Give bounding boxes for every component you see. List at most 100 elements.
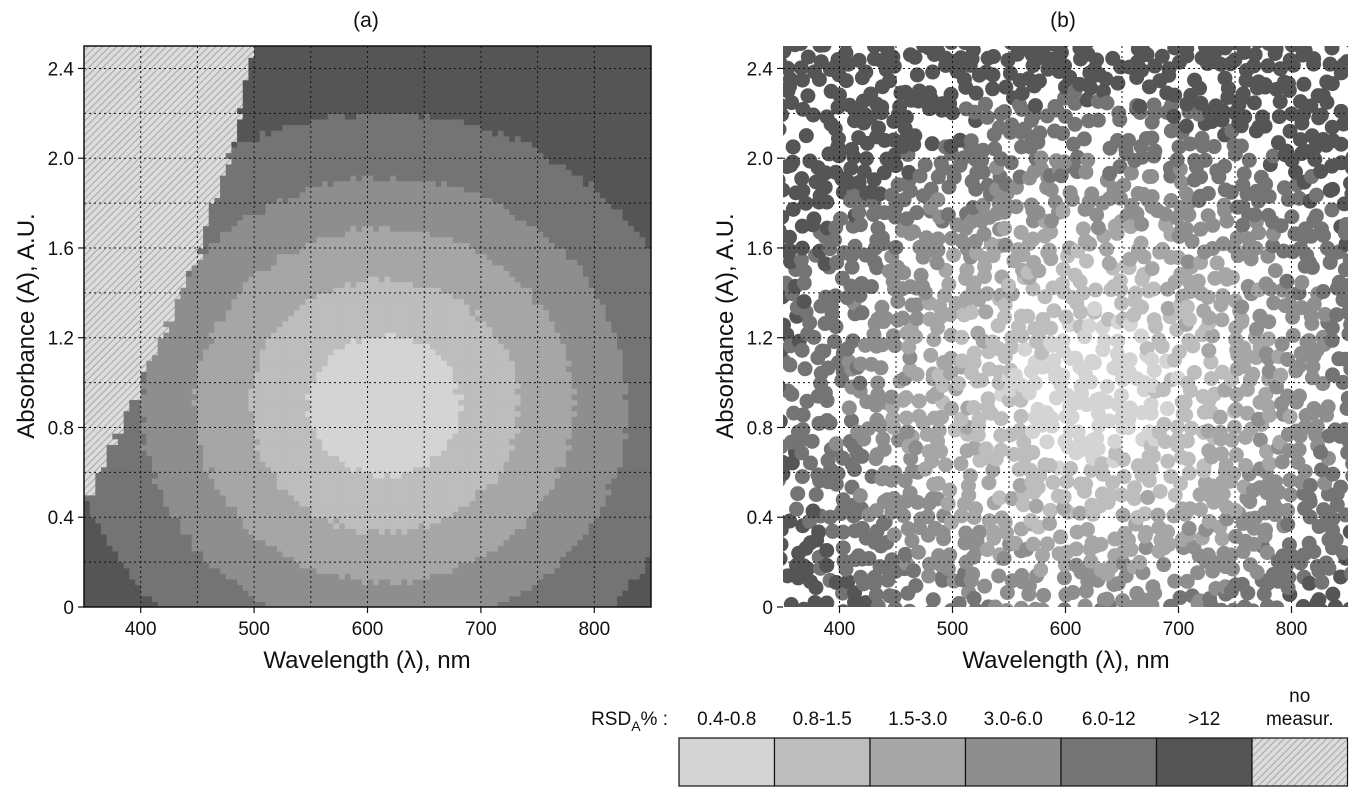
heatmap-cell: [152, 276, 159, 283]
heatmap-cell: [225, 427, 233, 434]
heatmap-cell: [220, 511, 227, 518]
heatmap-cell: [305, 203, 312, 210]
heatmap-cell: [299, 528, 306, 535]
heatmap-cell: [305, 253, 312, 260]
heatmap-cell: [327, 180, 335, 187]
heatmap-cell: [186, 528, 193, 535]
heatmap-cell: [282, 601, 289, 607]
heatmap-cell: [293, 506, 301, 513]
heatmap-cell: [180, 556, 187, 563]
heatmap-cell: [169, 584, 176, 591]
heatmap-cell: [350, 231, 357, 238]
heatmap-cell: [316, 270, 323, 277]
heatmap-cell: [299, 130, 306, 137]
heatmap-cell: [242, 494, 250, 502]
heatmap-cell: [276, 494, 284, 502]
heatmap-cell: [316, 175, 323, 182]
heatmap-cell: [123, 556, 130, 563]
heatmap-cell: [310, 590, 318, 597]
heatmap-cell: [322, 494, 329, 502]
heatmap-cell: [231, 46, 238, 53]
heatmap-cell: [89, 410, 96, 417]
heatmap-cell: [84, 500, 91, 507]
heatmap-cell: [174, 405, 181, 412]
heatmap-cell: [186, 259, 193, 266]
heatmap-cell: [327, 242, 335, 249]
heatmap-cell: [220, 562, 227, 569]
heatmap-cell: [186, 494, 193, 502]
heatmap-cell: [208, 410, 216, 417]
heatmap-cell: [163, 550, 170, 558]
heatmap-cell: [101, 186, 108, 193]
heatmap-cell: [293, 517, 301, 524]
heatmap-cell: [242, 276, 250, 283]
heatmap-cell: [265, 264, 272, 271]
heatmap-cell: [95, 421, 102, 429]
heatmap-cell: [220, 416, 227, 423]
heatmap-cell: [361, 399, 369, 406]
heatmap-cell: [356, 96, 363, 103]
heatmap-cell: [248, 68, 255, 75]
heatmap-cell: [214, 332, 221, 339]
heatmap-cell: [95, 332, 102, 339]
heatmap-cell: [174, 287, 181, 294]
heatmap-cell: [344, 517, 352, 524]
heatmap-cell: [220, 584, 227, 591]
heatmap-cell: [180, 337, 187, 344]
heatmap-cell: [174, 427, 181, 434]
heatmap-cell: [293, 511, 301, 518]
heatmap-cell: [333, 489, 340, 496]
heatmap-cell: [186, 118, 193, 126]
heatmap-cell: [163, 113, 170, 120]
heatmap-cell: [95, 208, 102, 215]
heatmap-cell: [271, 427, 278, 434]
heatmap-cell: [327, 118, 335, 126]
heatmap-cell: [237, 517, 244, 524]
heatmap-cell: [123, 163, 130, 171]
heatmap-cell: [282, 79, 289, 86]
heatmap-cell: [356, 388, 363, 395]
heatmap-cell: [299, 118, 306, 126]
heatmap-cell: [339, 489, 346, 496]
heatmap-cell: [163, 62, 170, 70]
heatmap-cell: [95, 96, 102, 103]
heatmap-cell: [129, 46, 136, 53]
heatmap-cell: [361, 489, 369, 496]
heatmap-cell: [186, 472, 193, 479]
heatmap-cell: [180, 449, 187, 457]
heatmap-cell: [106, 332, 113, 339]
heatmap-cell: [129, 242, 136, 249]
heatmap-cell: [112, 309, 119, 316]
heatmap-cell: [259, 46, 267, 53]
heatmap-cell: [225, 68, 233, 75]
heatmap-cell: [123, 208, 130, 215]
heatmap-cell: [180, 343, 187, 350]
heatmap-cell: [197, 113, 204, 120]
heatmap-cell: [259, 528, 267, 535]
heatmap-cell: [89, 590, 96, 597]
heatmap-cell: [265, 332, 272, 339]
heatmap-cell: [356, 326, 363, 333]
heatmap-cell: [84, 528, 91, 535]
heatmap-cell: [310, 354, 318, 361]
heatmap-cell: [254, 326, 261, 333]
heatmap-cell: [327, 573, 335, 580]
heatmap-cell: [344, 298, 352, 305]
heatmap-cell: [259, 562, 267, 569]
heatmap-cell: [305, 152, 312, 159]
heatmap-cell: [316, 287, 323, 294]
heatmap-cell: [118, 298, 125, 305]
heatmap-cell: [305, 102, 312, 109]
heatmap-cell: [356, 191, 363, 199]
heatmap-cell: [225, 584, 233, 591]
heatmap-cell: [118, 601, 125, 607]
heatmap-cell: [271, 326, 278, 333]
heatmap-cell: [316, 517, 323, 524]
heatmap-cell: [169, 90, 176, 98]
heatmap-cell: [356, 287, 363, 294]
heatmap-cell: [322, 281, 329, 288]
heatmap-cell: [174, 416, 181, 423]
heatmap-cell: [344, 539, 352, 546]
heatmap-cell: [293, 337, 301, 344]
heatmap-cell: [208, 68, 216, 75]
